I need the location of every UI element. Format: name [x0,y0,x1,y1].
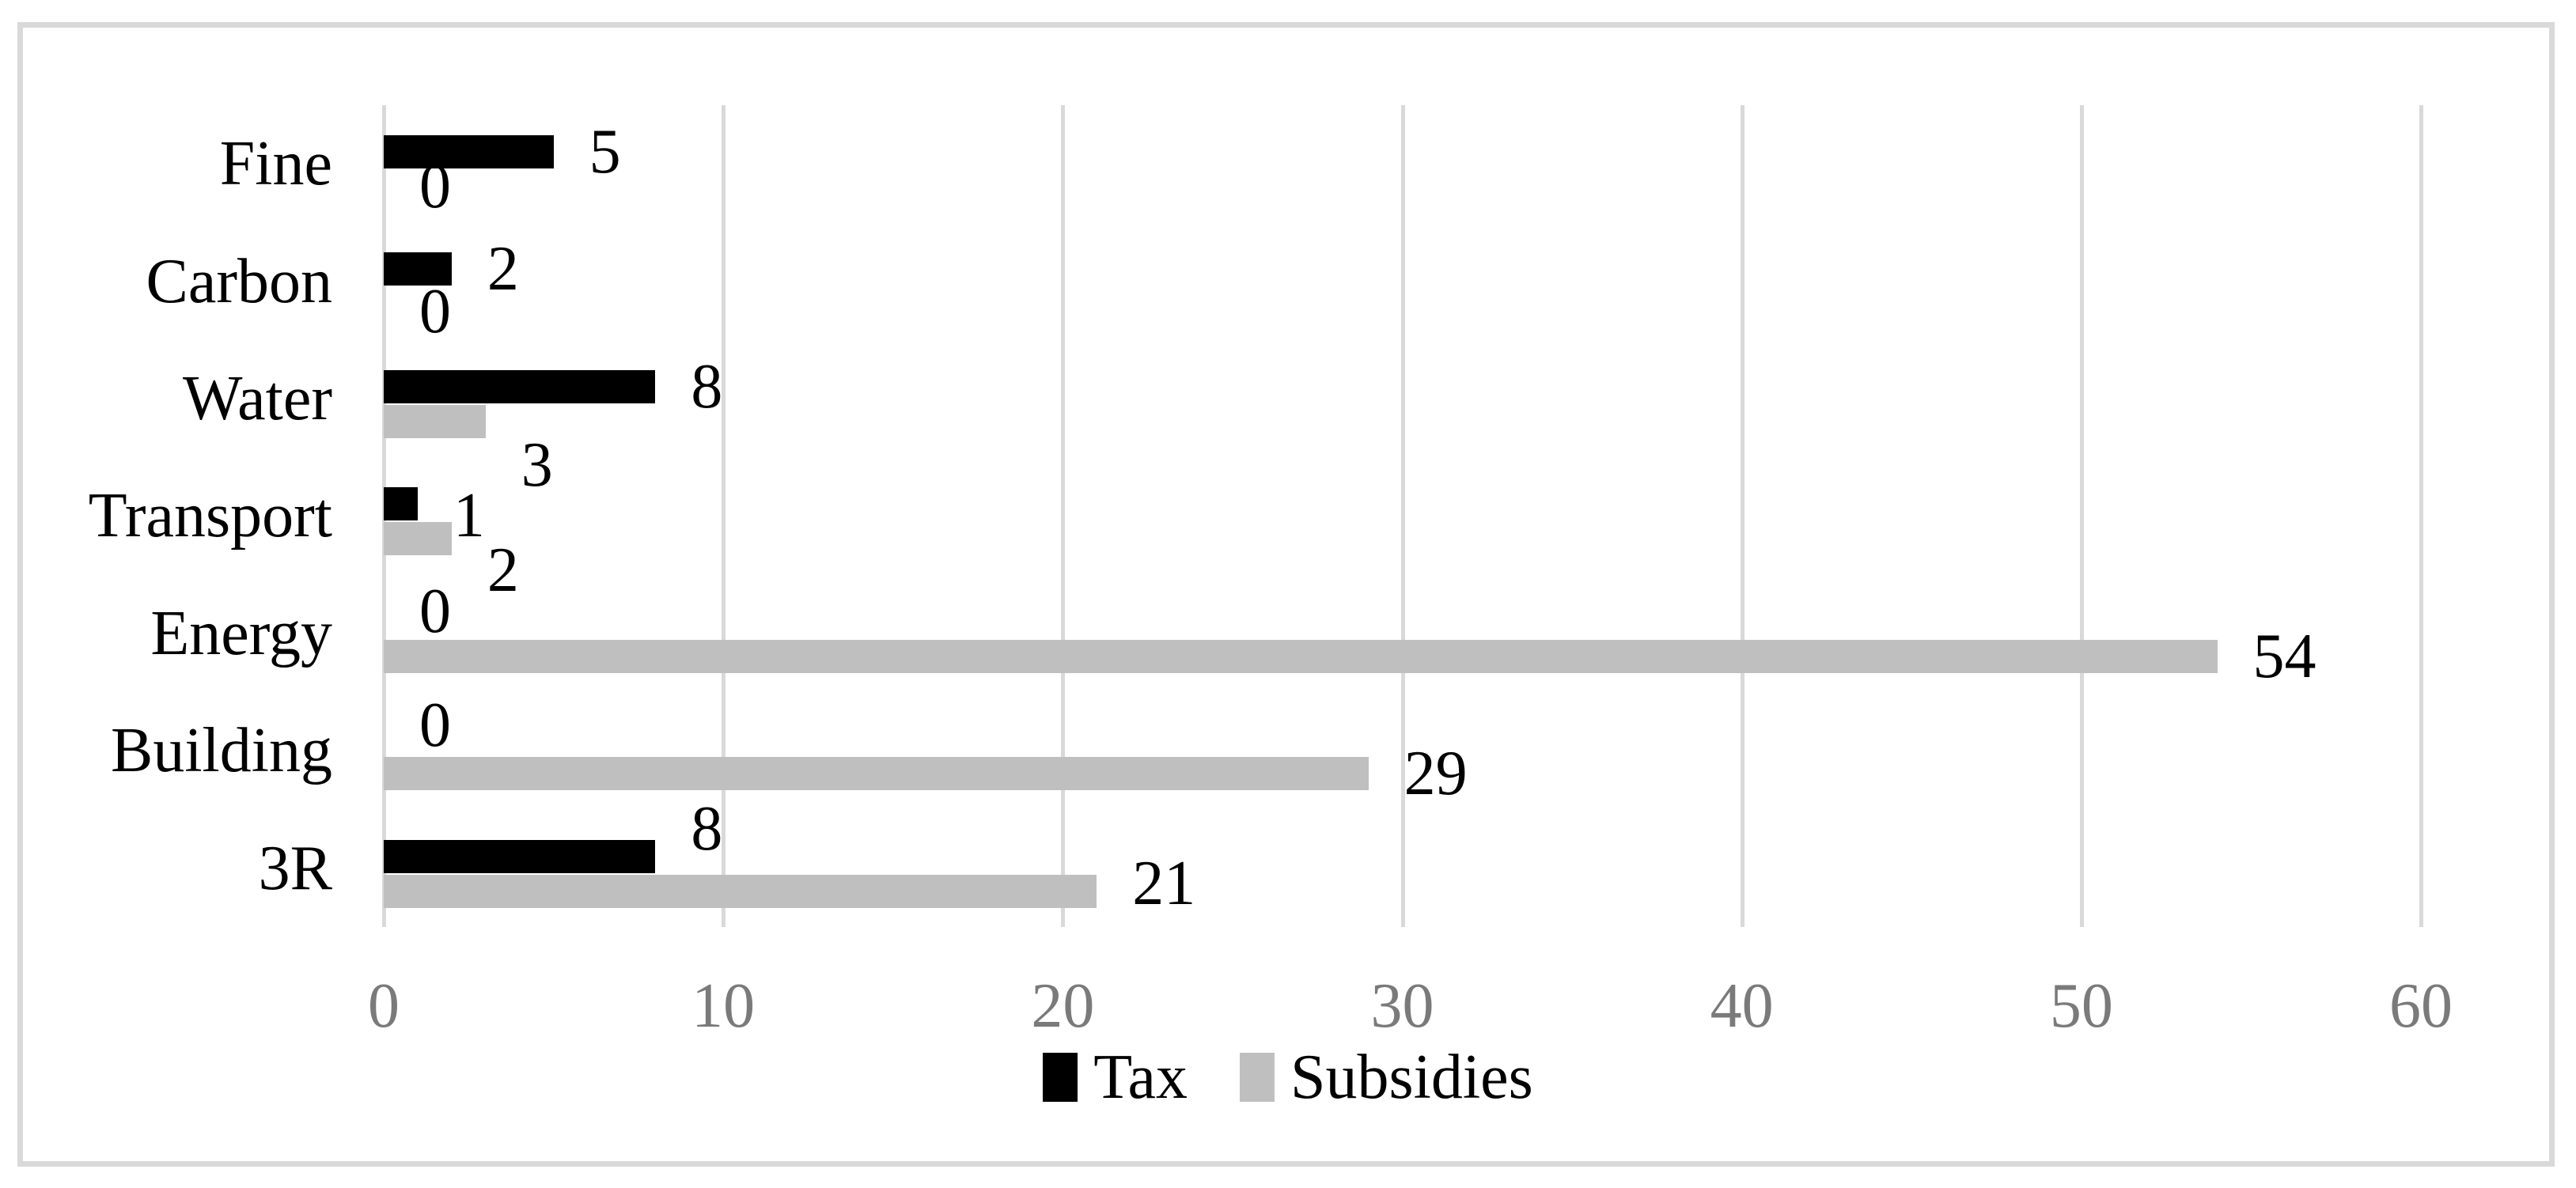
data-label-tax-energy: 0 [419,576,451,646]
x-tick-label-0: 0 [368,971,400,1041]
legend-label-subsidies: Subsidies [1290,1042,1533,1112]
bar-subsidies-water [384,404,486,438]
data-label-subsidies-transport: 2 [487,535,519,606]
category-label-energy: Energy [150,598,332,668]
category-label-3r: 3R [258,833,332,903]
bar-subsidies-building [384,757,1369,791]
bar-tax-transport [384,487,418,521]
bar-subsidies-3r [384,874,1097,908]
category-label-water: Water [183,364,332,434]
bar-tax-carbon [384,252,452,286]
x-tick-label-50: 50 [2049,971,2113,1041]
tax-series-swatch-icon [1043,1053,1078,1102]
gridline-x-60 [2419,105,2423,927]
data-label-tax-carbon: 2 [487,234,519,305]
data-label-tax-water: 8 [691,351,723,422]
gridline-x-40 [1740,105,1744,927]
x-tick-label-20: 20 [1031,971,1095,1041]
data-label-tax-building: 0 [419,690,451,761]
category-label-building: Building [110,716,332,786]
data-label-tax-fine: 5 [589,117,621,187]
data-label-tax-3r: 8 [691,793,723,864]
data-label-subsidies-energy: 54 [2252,621,2317,691]
gridline-x-50 [2079,105,2084,927]
legend-label-tax: Tax [1093,1042,1188,1112]
legend-item-subsidies: Subsidies [1240,1046,1533,1109]
bar-subsidies-transport [384,522,452,556]
bar-subsidies-energy [384,639,2218,673]
gridline-x-10 [722,105,726,927]
x-tick-label-30: 30 [1370,971,1434,1041]
bar-tax-fine [384,135,554,168]
category-label-fine: Fine [219,129,332,199]
data-label-tax-transport: 1 [453,481,485,551]
data-label-subsidies-3r: 21 [1132,848,1196,918]
x-tick-label-10: 10 [691,971,756,1041]
data-label-subsidies-fine: 0 [419,152,451,221]
category-label-carbon: Carbon [146,246,332,316]
legend: Tax Subsidies [0,1046,2576,1109]
x-tick-label-60: 60 [2389,971,2453,1041]
bar-tax-3r [384,839,656,873]
data-label-subsidies-water: 3 [521,429,553,500]
x-tick-label-40: 40 [1710,971,1774,1041]
gridline-x-20 [1061,105,1066,927]
gridline-x-30 [1400,105,1405,927]
subsidies-series-swatch-icon [1240,1053,1275,1102]
category-label-transport: Transport [88,481,332,551]
chart-border [17,22,2555,1167]
data-label-subsidies-building: 29 [1404,739,1468,809]
bar-tax-water [384,369,656,403]
legend-item-tax: Tax [1043,1046,1188,1109]
data-label-subsidies-carbon: 0 [419,277,451,347]
